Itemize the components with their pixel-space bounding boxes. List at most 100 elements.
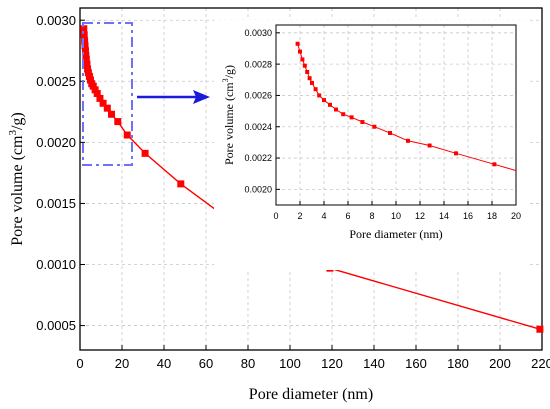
inset-data-point [328,102,332,107]
main-x-tick-label: 140 [363,356,385,371]
inset-data-point [406,138,410,143]
main-x-tick-label: 200 [489,356,511,371]
inset-y-tick-label: 0.0028 [244,59,272,69]
inset-x-tick-label: 20 [511,211,521,221]
main-x-tick-label: 220 [531,356,550,371]
main-data-point [114,118,122,126]
inset-series [295,41,517,172]
inset-x-tick-label: 8 [369,211,374,221]
inset-y-axis-title: Pore volume (cm3/g) [221,65,236,165]
main-y-axis-title: Pore volume (cm3/g) [7,112,26,245]
inset-data-point [295,41,300,46]
inset-data-point [334,107,338,112]
main-data-point [85,72,93,80]
main-data-point [141,149,149,157]
main-y-tick-label: 0.0020 [36,135,76,150]
inset-x-axis-title: Pore diameter (nm) [349,227,442,241]
main-data-point [81,37,89,45]
main-x-ticks: 0 20 40 60 80 100 120 140 160 180 200 220 [76,345,550,371]
main-data-point [84,65,92,73]
main-y-tick-label: 0.0005 [36,318,76,333]
main-data-point [82,52,90,60]
main-x-tick-label: 80 [241,356,255,371]
main-y-tick-label: 0.0015 [36,196,76,211]
main-data-point [103,104,111,112]
inset-y-tick-label: 0.0026 [244,91,272,101]
inset-data-point [310,80,314,85]
inset-x-ticks: 0 2 4 6 8 10 12 14 16 18 20 [273,201,521,221]
inset-data-point [427,143,432,148]
inset-x-tick-label: 2 [297,211,302,221]
main-x-tick-label: 60 [199,356,213,371]
main-data-point [84,69,92,77]
inset-plot: 0 2 4 6 8 10 12 14 16 18 20 0.00200.00220.00240.00… [214,20,527,270]
main-data-point [89,82,97,90]
main-y-axis-title-main: Pore volume (cm [9,135,26,246]
main-data-point [91,86,99,94]
inset-y-tick-label: 0.0030 [244,28,272,38]
main-x-tick-label: 20 [115,356,129,371]
inset-data-point [313,87,318,92]
inset-data-point [349,115,354,120]
inset-data-point [454,151,458,156]
main-data-point [123,131,131,139]
inset-x-tick-label: 0 [273,211,278,221]
inset-y-axis-title-sup: 3 [221,78,230,82]
main-y-tick-label: 0.0010 [36,257,76,272]
inset-y-ticks: 0.0020 0.0022 0.0024 0.0026 0.0028 0.0030 [244,28,280,194]
main-x-tick-label: 180 [447,356,469,371]
main-x-tick-label: 100 [279,356,301,371]
inset-data-point [305,69,310,74]
main-data-point [177,180,185,188]
inset-y-tick-label: 0.0022 [244,153,272,163]
main-x-tick-label: 160 [405,356,427,371]
inset-x-tick-label: 10 [391,211,401,221]
inset-x-tick-label: 14 [439,211,449,221]
main-data-point [80,25,88,33]
main-data-point [108,110,115,118]
main-y-axis-title-tail: /g) [9,112,26,130]
main-x-tick-label: 40 [157,356,171,371]
main-data-point [81,47,89,55]
inset-data-point [302,63,307,68]
main-data-point [82,55,90,63]
main-y-ticks: 0.0005 0.0010 0.0015 0.0020 0.0025 0.0030 [36,13,85,333]
inset-x-tick-label: 4 [321,211,326,221]
inset-data-point [341,112,346,117]
main-data-point [83,60,91,68]
main-data-point [96,94,104,102]
inset-series-line [297,43,517,172]
zoom-arrow [137,90,210,104]
inset-x-tick-label: 6 [345,211,350,221]
inset-data-point [317,93,322,98]
inset-data-point [360,120,365,125]
main-plot-frame [79,7,543,351]
main-data-point [99,99,107,107]
main-y-axis-title-sup: 3 [7,130,19,136]
main-data-point [536,325,544,333]
inset-data-point [300,57,305,62]
inset-x-tick-label: 18 [487,211,497,221]
main-y-tick-label: 0.0030 [36,13,76,28]
inset-y-axis-title-main: Pore volume (cm [222,82,236,165]
main-data-point [80,31,88,39]
inset-data-point [492,162,497,167]
inset-data-point [388,131,392,135]
main-y-tick-label: 0.0025 [36,74,76,89]
main-x-axis-title: Pore diameter (nm) [249,386,373,403]
inset-background [214,20,527,270]
inset-data-point [307,76,312,81]
zoom-region-box [82,22,133,166]
main-x-tick-label: 0 [76,356,83,371]
main-data-point [87,76,94,84]
inset-y-tick-label: 0.0020 [244,184,272,194]
main-x-tick-label: 120 [321,356,343,371]
main-data-point [93,90,101,97]
inset-data-point [298,49,302,54]
inset-data-point [372,124,377,129]
inset-x-tick-label: 16 [463,211,473,221]
inset-x-tick-label: 12 [415,211,425,221]
main-data-point [81,42,89,50]
inset-data-point [322,98,326,103]
